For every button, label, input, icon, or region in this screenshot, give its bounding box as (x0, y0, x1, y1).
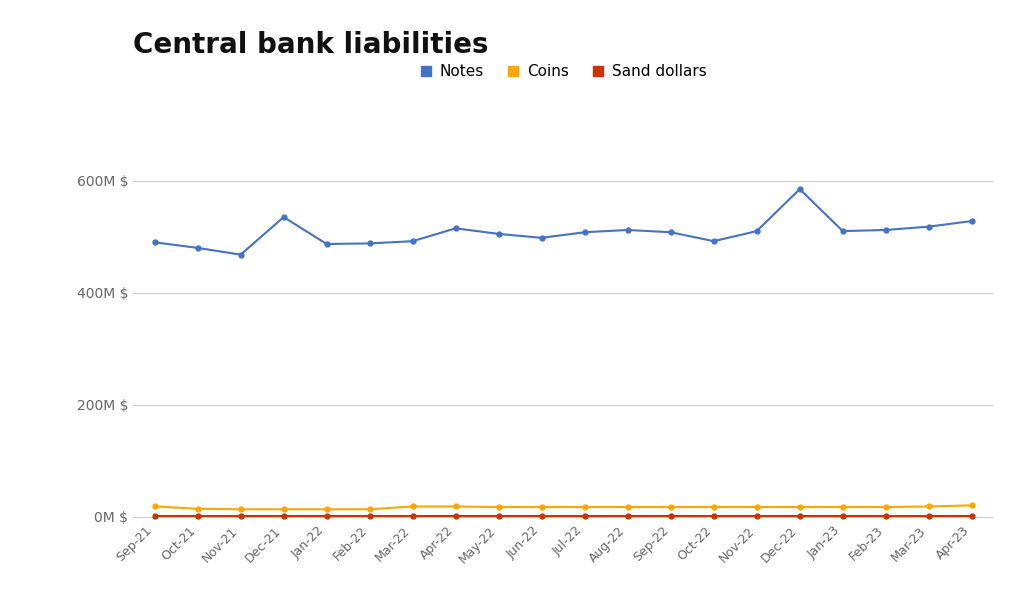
Text: Central bank liabilities: Central bank liabilities (133, 31, 488, 59)
Legend: Notes, Coins, Sand dollars: Notes, Coins, Sand dollars (414, 58, 713, 85)
